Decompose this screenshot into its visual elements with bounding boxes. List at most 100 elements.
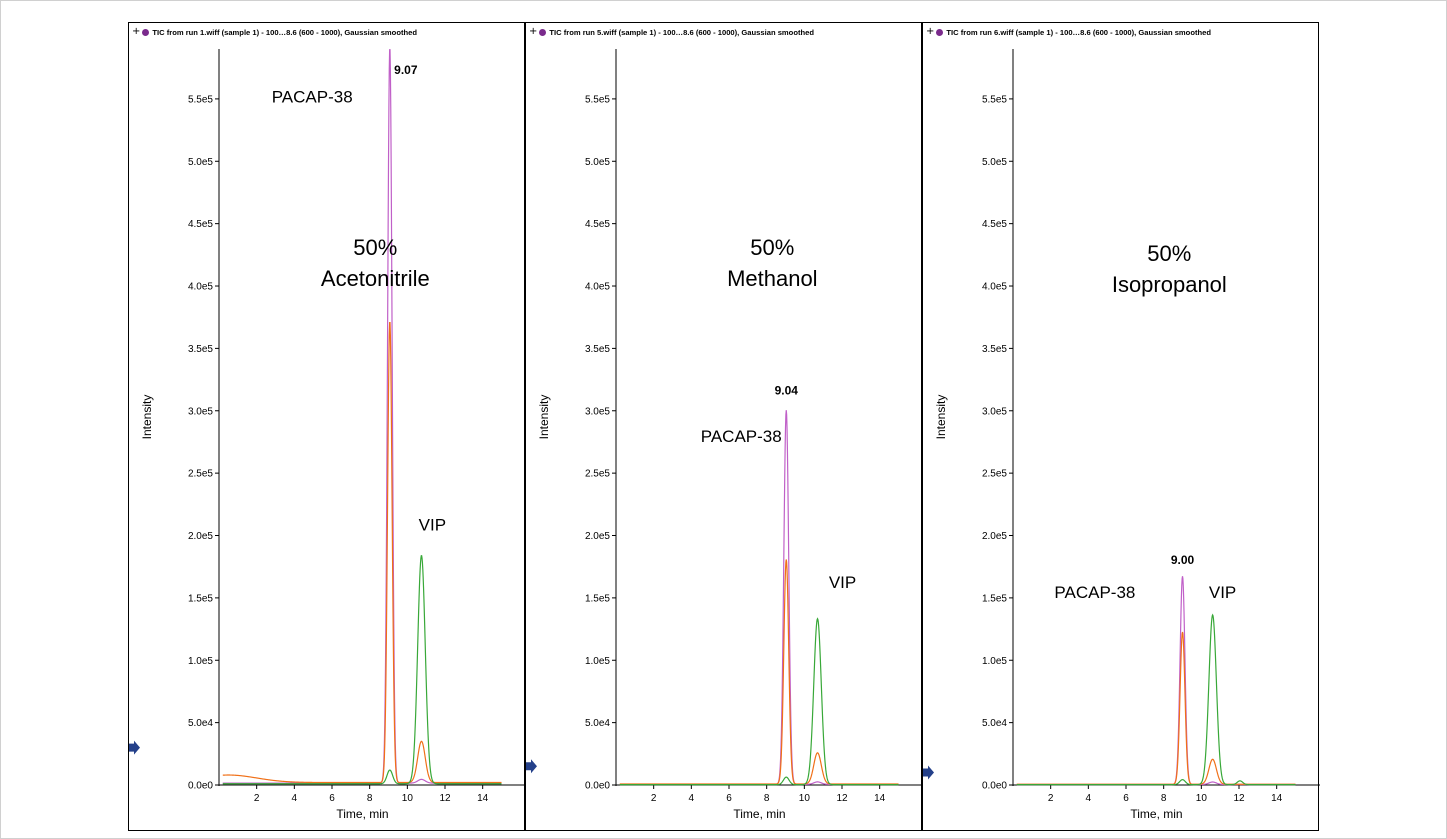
chromatogram-panel-methanol: + TIC from run 5.wiff (sample 1) - 100…8… bbox=[525, 22, 923, 831]
x-tick-label: 2 bbox=[254, 793, 260, 804]
y-tick-label: 4.5e5 bbox=[585, 219, 610, 230]
chromatogram-plot: 0.0e0 5.0e4 1.0e5 1.5e5 2.0e5 2.5e5 3.0e5 3.5e5… bbox=[129, 49, 526, 821]
series-line-3 bbox=[619, 617, 899, 786]
chromatogram-panel-acetonitrile: + TIC from run 1.wiff (sample 1) - 100…8… bbox=[128, 22, 526, 831]
y-tick-label: 1.0e5 bbox=[585, 656, 610, 667]
y-tick-label: 2.0e5 bbox=[982, 531, 1007, 542]
y-tick-label: 4.5e5 bbox=[188, 219, 213, 230]
x-tick-label: 10 bbox=[402, 793, 414, 804]
panel-header: + TIC from run 1.wiff (sample 1) - 100…8… bbox=[132, 26, 417, 38]
series-line-2 bbox=[619, 559, 899, 785]
peak-annotation: VIP bbox=[829, 573, 856, 592]
chromatogram-plot: 0.0e0 5.0e4 1.0e5 1.5e5 2.0e5 2.5e5 3.0e5 3.5e5… bbox=[923, 49, 1320, 821]
y-tick-label: 5.0e5 bbox=[585, 157, 610, 168]
y-tick-label: 0.0e0 bbox=[188, 781, 213, 792]
series-line-2 bbox=[1016, 631, 1296, 785]
y-tick-label: 3.0e5 bbox=[982, 406, 1007, 417]
y-tick-label: 2.5e5 bbox=[982, 469, 1007, 480]
chromatogram-panel-isopropanol: + TIC from run 6.wiff (sample 1) - 100…8… bbox=[922, 22, 1320, 831]
baseline-marker-icon bbox=[526, 759, 537, 774]
y-tick-label: 3.5e5 bbox=[982, 344, 1007, 355]
condition-percent-label: 50% bbox=[353, 235, 397, 260]
peak-annotation: PACAP-38 bbox=[272, 88, 353, 107]
series-line-1 bbox=[619, 410, 899, 785]
series-dot-icon bbox=[142, 28, 150, 36]
x-tick-label: 10 bbox=[799, 793, 811, 804]
condition-solvent-label: Methanol bbox=[727, 266, 818, 291]
y-tick-label: 2.0e5 bbox=[585, 531, 610, 542]
x-tick-label: 6 bbox=[329, 793, 335, 804]
expand-plus-icon[interactable]: + bbox=[132, 26, 141, 37]
y-tick-label: 2.5e5 bbox=[188, 469, 213, 480]
x-tick-label: 2 bbox=[1048, 793, 1054, 804]
panel-title: TIC from run 1.wiff (sample 1) - 100…8.6… bbox=[152, 27, 417, 37]
y-tick-label: 4.0e5 bbox=[982, 282, 1007, 293]
y-tick-label: 2.5e5 bbox=[585, 469, 610, 480]
series-line-3 bbox=[222, 555, 502, 785]
y-axis-title: Intensity bbox=[537, 395, 551, 440]
y-tick-label: 5.5e5 bbox=[585, 94, 610, 105]
series-line-1 bbox=[222, 49, 502, 784]
x-tick-label: 8 bbox=[764, 793, 770, 804]
y-tick-label: 5.0e4 bbox=[585, 718, 610, 729]
x-tick-label: 4 bbox=[292, 793, 298, 804]
condition-percent-label: 50% bbox=[1147, 241, 1191, 266]
y-tick-label: 3.0e5 bbox=[585, 406, 610, 417]
series-dot-icon bbox=[539, 28, 547, 36]
peak-rt-label: 9.00 bbox=[1171, 553, 1195, 567]
x-axis-title: Time, min bbox=[1130, 807, 1182, 821]
y-tick-label: 3.5e5 bbox=[585, 344, 610, 355]
condition-solvent-label: Isopropanol bbox=[1112, 272, 1227, 297]
x-tick-label: 12 bbox=[1233, 793, 1245, 804]
x-axis-title: Time, min bbox=[336, 807, 388, 821]
y-tick-label: 4.0e5 bbox=[188, 282, 213, 293]
y-tick-label: 1.5e5 bbox=[585, 593, 610, 604]
y-tick-label: 5.5e5 bbox=[982, 94, 1007, 105]
panel-title: TIC from run 5.wiff (sample 1) - 100…8.6… bbox=[549, 27, 814, 37]
peak-annotation: PACAP-38 bbox=[1054, 583, 1135, 602]
y-tick-label: 3.5e5 bbox=[188, 344, 213, 355]
y-tick-label: 5.0e4 bbox=[188, 718, 213, 729]
x-tick-label: 2 bbox=[651, 793, 657, 804]
series-line-3 bbox=[1016, 613, 1296, 786]
panel-header: + TIC from run 6.wiff (sample 1) - 100…8… bbox=[926, 26, 1211, 38]
y-tick-label: 1.5e5 bbox=[982, 593, 1007, 604]
y-axis-title: Intensity bbox=[934, 395, 948, 440]
x-tick-label: 14 bbox=[477, 793, 489, 804]
peak-annotation: VIP bbox=[1209, 583, 1236, 602]
condition-solvent-label: Acetonitrile bbox=[321, 266, 430, 291]
panel-header: + TIC from run 5.wiff (sample 1) - 100…8… bbox=[529, 26, 814, 38]
x-axis-title: Time, min bbox=[733, 807, 785, 821]
x-tick-label: 4 bbox=[689, 793, 695, 804]
y-tick-label: 4.5e5 bbox=[982, 219, 1007, 230]
x-tick-label: 12 bbox=[439, 793, 451, 804]
expand-plus-icon[interactable]: + bbox=[529, 26, 538, 37]
y-tick-label: 0.0e0 bbox=[982, 781, 1007, 792]
chromatogram-plot: 0.0e0 5.0e4 1.0e5 1.5e5 2.0e5 2.5e5 3.0e5 3.5e5… bbox=[526, 49, 923, 821]
y-tick-label: 1.0e5 bbox=[982, 656, 1007, 667]
baseline-marker-icon bbox=[923, 765, 934, 780]
y-tick-label: 3.0e5 bbox=[188, 406, 213, 417]
x-tick-label: 14 bbox=[1271, 793, 1283, 804]
peak-annotation: VIP bbox=[419, 516, 446, 535]
x-tick-label: 10 bbox=[1196, 793, 1208, 804]
x-tick-label: 6 bbox=[726, 793, 732, 804]
expand-plus-icon[interactable]: + bbox=[926, 26, 935, 37]
y-tick-label: 1.5e5 bbox=[188, 593, 213, 604]
y-tick-label: 2.0e5 bbox=[188, 531, 213, 542]
baseline-marker-icon bbox=[129, 740, 140, 755]
y-tick-label: 5.0e5 bbox=[188, 157, 213, 168]
series-line-2 bbox=[222, 321, 502, 784]
series-line-1 bbox=[1016, 576, 1296, 786]
peak-rt-label: 9.07 bbox=[394, 63, 418, 77]
y-tick-label: 1.0e5 bbox=[188, 656, 213, 667]
x-tick-label: 8 bbox=[1161, 793, 1167, 804]
y-axis-title: Intensity bbox=[140, 395, 154, 440]
condition-percent-label: 50% bbox=[750, 235, 794, 260]
x-tick-label: 4 bbox=[1086, 793, 1092, 804]
peak-rt-label: 9.04 bbox=[775, 384, 799, 398]
x-tick-label: 8 bbox=[367, 793, 373, 804]
series-dot-icon bbox=[936, 28, 944, 36]
peak-annotation: PACAP-38 bbox=[701, 427, 782, 446]
